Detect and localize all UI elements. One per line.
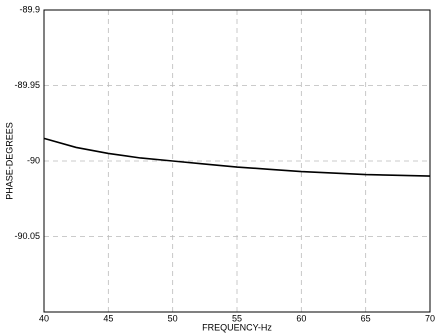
y-tick-label: -90 xyxy=(27,155,40,165)
x-tick-label: 60 xyxy=(296,313,306,323)
y-axis-label: PHASE-DEGREES xyxy=(4,122,14,200)
x-tick-label: 45 xyxy=(103,313,113,323)
x-tick-label: 70 xyxy=(425,313,435,323)
x-tick-label: 65 xyxy=(361,313,371,323)
y-tick-label: -89.95 xyxy=(14,80,40,90)
y-tick-label: -90.05 xyxy=(14,231,40,241)
x-tick-label: 50 xyxy=(168,313,178,323)
plot-frame xyxy=(43,9,431,313)
x-axis-label: FREQUENCY-Hz xyxy=(202,322,272,332)
y-tick-label: -89.9 xyxy=(19,4,40,14)
data-line xyxy=(43,137,431,177)
x-tick-label: 40 xyxy=(39,313,49,323)
x-tick-label: 55 xyxy=(232,313,242,323)
